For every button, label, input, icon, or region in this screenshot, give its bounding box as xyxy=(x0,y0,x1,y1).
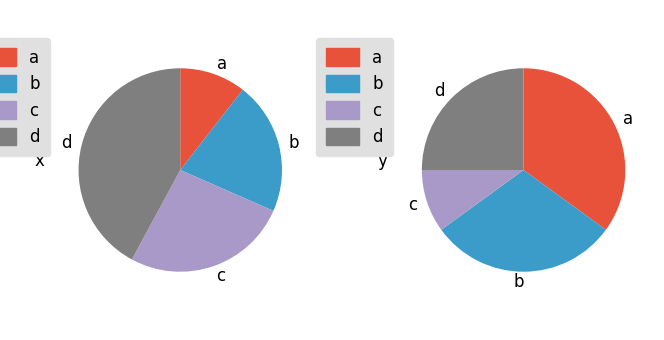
Wedge shape xyxy=(132,170,274,272)
Wedge shape xyxy=(524,68,625,230)
Y-axis label: x: x xyxy=(35,152,44,170)
Text: d: d xyxy=(61,134,72,152)
Wedge shape xyxy=(180,90,282,211)
Text: a: a xyxy=(623,110,633,128)
Text: d: d xyxy=(434,82,444,100)
Text: b: b xyxy=(513,273,524,291)
Text: a: a xyxy=(216,55,226,73)
Wedge shape xyxy=(442,170,606,272)
Text: c: c xyxy=(408,195,417,214)
Text: c: c xyxy=(216,267,226,285)
Text: b: b xyxy=(289,134,299,152)
Y-axis label: y: y xyxy=(378,152,388,170)
Wedge shape xyxy=(422,170,524,230)
Legend: a, b, c, d: a, b, c, d xyxy=(0,38,50,156)
Wedge shape xyxy=(180,68,243,170)
Wedge shape xyxy=(78,68,180,259)
Wedge shape xyxy=(422,68,524,170)
Legend: a, b, c, d: a, b, c, d xyxy=(316,38,393,156)
